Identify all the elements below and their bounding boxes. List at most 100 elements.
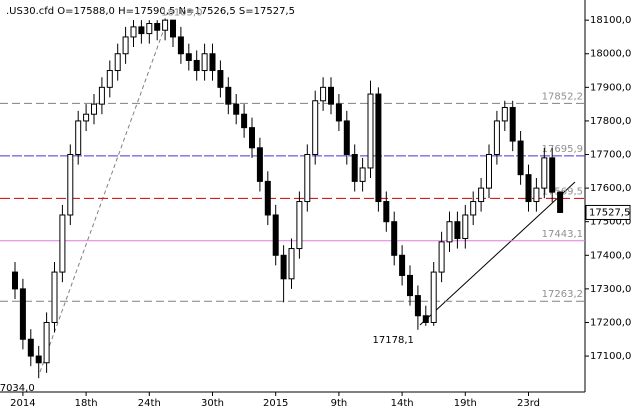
- y-tick-label: 17600,0: [590, 183, 631, 194]
- annotation: 18105,0: [161, 7, 202, 18]
- y-tick-label: 18000,0: [590, 49, 631, 60]
- candle-body: [27, 338, 34, 357]
- candle-body: [383, 201, 390, 223]
- level-label: 17695,9: [542, 144, 583, 155]
- candle-body: [177, 36, 184, 55]
- candle-body: [422, 315, 429, 323]
- candle-body: [35, 355, 42, 364]
- candle-body: [478, 187, 485, 203]
- y-tick-label: 17500,0: [590, 217, 631, 228]
- candle-body: [486, 154, 492, 189]
- candle-body: [241, 113, 248, 129]
- candle-body: [399, 254, 406, 276]
- candle-body: [272, 214, 279, 256]
- candle-body: [335, 103, 342, 122]
- x-tick-label: 30th: [201, 398, 224, 409]
- candle-body: [351, 154, 358, 182]
- candle-body: [19, 288, 26, 340]
- x-tick-label: 14th: [391, 398, 414, 409]
- candle-body: [549, 157, 556, 193]
- candle-body: [146, 23, 153, 35]
- candle-body: [59, 214, 66, 273]
- candle-body: [414, 295, 421, 317]
- candle-body: [256, 147, 263, 182]
- candle-body: [225, 86, 232, 105]
- candle-body: [170, 19, 176, 38]
- candle-body: [154, 23, 161, 31]
- candle-body: [462, 214, 469, 239]
- candle-body: [12, 271, 18, 290]
- y-tick-label: 17900,0: [590, 82, 631, 93]
- candle-body: [501, 106, 508, 122]
- candle-body: [98, 86, 105, 105]
- annotation: 17178,1: [373, 335, 414, 346]
- candle-body: [264, 180, 271, 216]
- candle-body: [541, 157, 548, 189]
- candle-body: [209, 53, 216, 72]
- candle-body: [343, 120, 350, 156]
- candle-body: [430, 271, 437, 323]
- x-tick-label: 2014: [10, 398, 35, 409]
- candle-body: [201, 53, 208, 72]
- candle-body: [130, 26, 137, 38]
- candle-body: [75, 120, 82, 156]
- candle-body: [328, 86, 334, 105]
- candle-body: [525, 174, 532, 203]
- candle-body: [122, 36, 129, 55]
- candle-body: [375, 93, 382, 203]
- last-price-box: [585, 204, 631, 220]
- candle-body: [106, 70, 113, 88]
- candle-body: [288, 248, 295, 280]
- candle-body: [185, 53, 192, 61]
- candle-body: [280, 254, 287, 280]
- candle-body: [91, 103, 97, 115]
- candle-body: [193, 59, 200, 72]
- candle-body: [470, 201, 477, 216]
- x-tick-label: 23rd: [517, 398, 540, 409]
- candle-body: [391, 221, 398, 256]
- candle-body: [533, 187, 540, 203]
- y-tick-label: 17300,0: [590, 284, 631, 295]
- candle-body: [407, 274, 413, 297]
- y-tick-label: 17400,0: [590, 250, 631, 261]
- candle-body: [83, 113, 90, 122]
- candle-body: [446, 221, 453, 243]
- y-tick-label: 17700,0: [590, 150, 631, 161]
- candle-body: [43, 321, 50, 364]
- candle-body: [138, 26, 145, 35]
- candle-body: [359, 167, 366, 182]
- x-tick-label: 24th: [138, 398, 161, 409]
- x-tick-label: 18th: [75, 398, 98, 409]
- y-tick-label: 17800,0: [590, 116, 631, 127]
- chart-title: .US30.cfd O=17588,0 H=17590,5 N=17526,5 …: [6, 6, 295, 17]
- candle-body: [454, 221, 461, 239]
- candle-body: [517, 140, 524, 176]
- y-tick-label: 17100,0: [590, 351, 631, 362]
- candle-body: [493, 120, 500, 156]
- level-label: 17852,2: [542, 91, 583, 102]
- y-tick-label: 18100,0: [590, 15, 631, 26]
- candle-body: [557, 191, 564, 213]
- candle-body: [233, 103, 240, 115]
- candle-body: [249, 127, 255, 149]
- candle-body: [367, 93, 374, 169]
- candle-body: [438, 241, 445, 273]
- y-tick-label: 17200,0: [590, 317, 631, 328]
- x-tick-label: 19th: [454, 398, 477, 409]
- candle-body: [114, 53, 121, 72]
- level-label: 17263,2: [542, 289, 583, 300]
- candle-body: [296, 201, 303, 250]
- x-tick-label: 2015: [263, 398, 288, 409]
- candle-body: [51, 271, 58, 323]
- candle-body: [217, 70, 224, 88]
- candle-body: [162, 19, 169, 31]
- level-label: 17443,1: [542, 229, 583, 240]
- candle-body: [320, 86, 327, 102]
- x-tick-label: 9th: [331, 398, 348, 409]
- last-price-label: 17527,5: [589, 207, 630, 218]
- candle-body: [67, 154, 74, 216]
- candle-body: [509, 106, 516, 142]
